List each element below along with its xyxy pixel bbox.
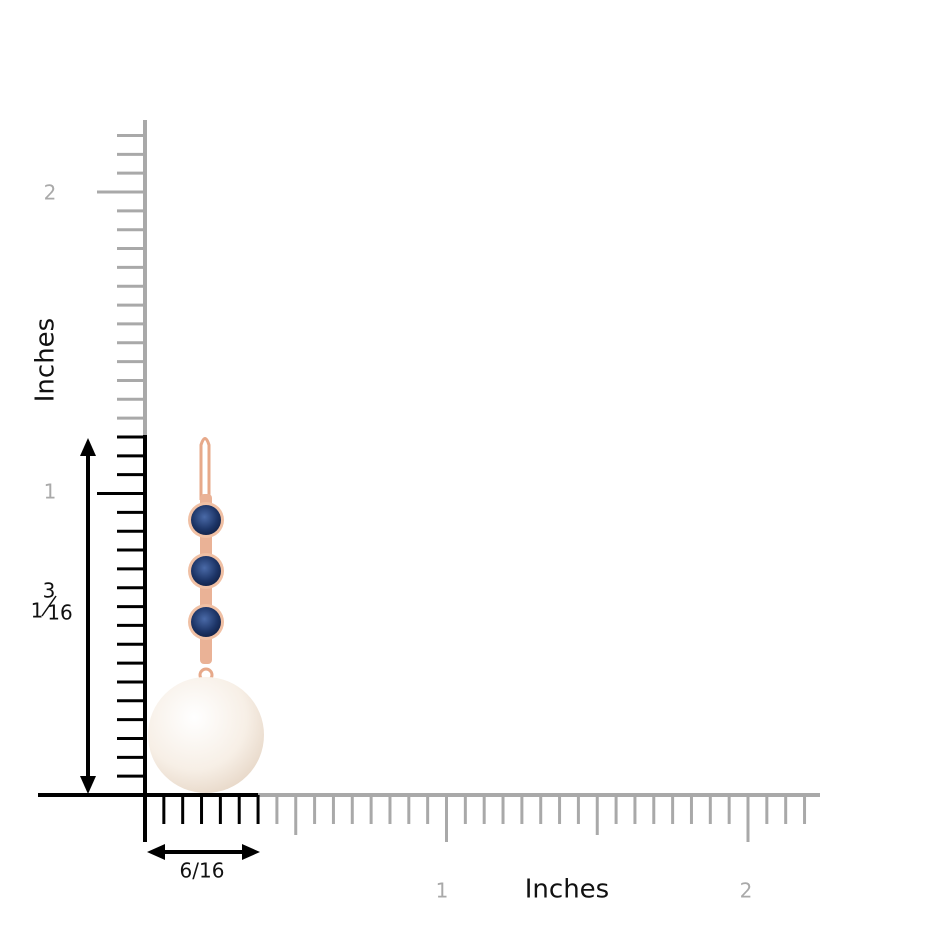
h-axis-title: Inches: [525, 875, 609, 905]
earring: [148, 437, 264, 793]
v-tick-label: 1: [44, 480, 57, 504]
h-tick-label: 1: [436, 879, 449, 903]
v-axis-title: Inches: [31, 318, 61, 402]
v-tick-label: 2: [44, 181, 57, 205]
h-tick-label: 2: [740, 879, 753, 903]
ruler-ticks: [38, 120, 820, 842]
width-arrow: [147, 844, 260, 860]
height-arrow: [80, 438, 96, 794]
height-denominator: 16: [47, 601, 72, 625]
height-numerator: 3: [43, 579, 56, 603]
width-label: 6/16: [180, 859, 225, 883]
fraction-slash: [41, 595, 57, 617]
height-whole: 1: [31, 599, 44, 623]
